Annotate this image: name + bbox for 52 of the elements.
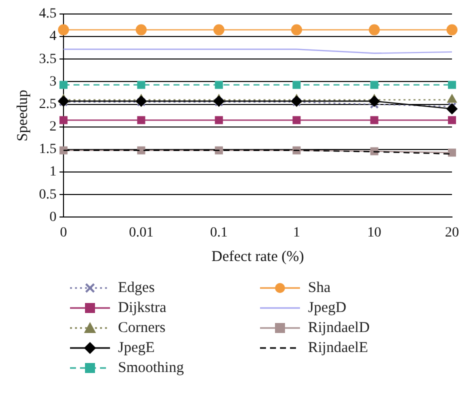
point <box>59 146 68 154</box>
point <box>448 80 456 89</box>
point <box>58 24 69 36</box>
point <box>446 24 458 36</box>
point <box>137 146 146 154</box>
y-tick-label: 4.5 <box>39 6 56 22</box>
x-tick-label: 1 <box>293 225 300 240</box>
legend-label: RijndaelD <box>308 320 370 336</box>
legend-label: Edges <box>118 280 155 296</box>
legend-label: Dijkstra <box>118 300 166 316</box>
point <box>136 24 147 36</box>
point <box>291 24 302 36</box>
point <box>59 116 68 124</box>
x-tick-label: 0.1 <box>210 225 228 240</box>
point <box>59 80 68 89</box>
y-tick-label: 1.5 <box>39 142 56 158</box>
x-tick-label: 0.01 <box>128 225 154 240</box>
y-tick-label: 2.5 <box>39 96 56 112</box>
y-axis-title: Speedup <box>14 90 31 142</box>
point <box>368 24 380 36</box>
legend-label: Smoothing <box>118 360 184 376</box>
legend-label: Sha <box>308 280 330 296</box>
point <box>448 116 456 124</box>
point <box>446 103 458 114</box>
point <box>292 80 301 89</box>
point <box>137 80 146 89</box>
y-tick-label: 0.5 <box>39 187 56 202</box>
point <box>214 116 223 124</box>
legend-label: JpegE <box>118 340 155 356</box>
point <box>368 96 380 107</box>
point <box>370 116 378 124</box>
y-tick-label: 1 <box>50 164 56 180</box>
point <box>213 24 224 36</box>
y-tick-label: 3 <box>50 74 56 90</box>
point <box>448 148 456 157</box>
point <box>447 94 457 103</box>
y-tick-label: 3.5 <box>39 52 56 67</box>
x-tick-label: 20 <box>445 225 459 240</box>
point <box>137 116 146 124</box>
x-tick-label: 10 <box>367 225 382 240</box>
y-tick-label: 2 <box>50 120 56 135</box>
legend-label: JpegD <box>308 300 346 316</box>
y-tick-label: 4 <box>50 29 56 44</box>
x-tick-label: 0 <box>60 225 67 240</box>
point <box>214 146 223 154</box>
x-axis-title: Defect rate (%) <box>212 248 304 265</box>
y-tick-label: 0 <box>50 210 56 225</box>
legend-label: Corners <box>118 320 166 336</box>
point <box>370 80 378 89</box>
point <box>214 80 223 89</box>
point <box>292 116 301 124</box>
legend-label: RijndaelE <box>308 340 368 356</box>
